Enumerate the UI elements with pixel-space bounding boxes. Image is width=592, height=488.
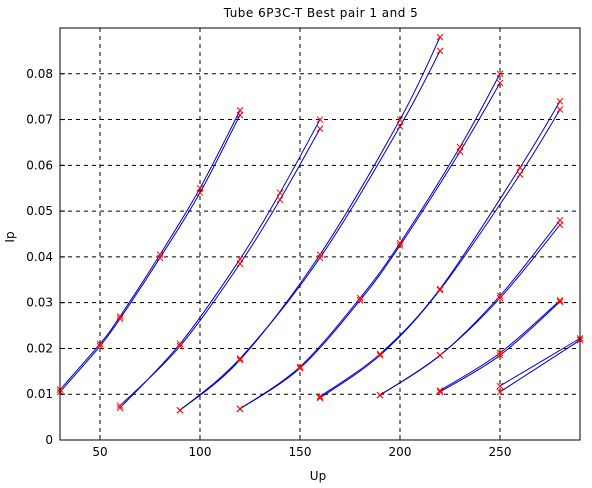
y-axis-label: Ip xyxy=(3,231,17,242)
point-marker-13-2 xyxy=(556,298,564,306)
point-marker-2-4 xyxy=(316,116,324,123)
point-marker-0-3 xyxy=(156,251,164,258)
y-tick-label-7: 0.07 xyxy=(26,113,53,127)
point-marker-8-0 xyxy=(316,393,324,400)
point-marker-3-3 xyxy=(276,196,284,204)
y-tick-label-6: 0.06 xyxy=(26,158,53,172)
point-marker-4-3 xyxy=(396,116,404,123)
point-marker-2-3 xyxy=(276,189,284,197)
x-axis-ticks: 50 100 150 200 250 xyxy=(92,435,511,459)
point-marker-4-4 xyxy=(436,33,444,41)
point-marker-2-0 xyxy=(116,404,124,412)
series-line-14 xyxy=(499,337,581,387)
point-marker-1-1 xyxy=(96,342,104,350)
point-marker-7-4 xyxy=(456,148,464,155)
plot-frame xyxy=(59,27,581,441)
point-marker-7-1 xyxy=(296,364,304,372)
point-marker-9-2 xyxy=(436,286,444,294)
point-marker-15-0 xyxy=(496,388,504,396)
point-marker-14-0 xyxy=(496,382,504,390)
point-marker-9-0 xyxy=(316,394,324,402)
point-marker-8-4 xyxy=(556,97,564,105)
point-marker-11-3 xyxy=(556,221,564,229)
point-marker-3-4 xyxy=(316,125,324,133)
point-marker-6-5 xyxy=(496,70,504,78)
point-marker-13-0 xyxy=(436,388,444,396)
point-marker-0-1 xyxy=(96,340,104,348)
y-tick-label-8: 0.08 xyxy=(26,67,53,81)
point-marker-9-4 xyxy=(556,106,564,113)
point-marker-5-2 xyxy=(316,254,324,262)
point-marker-7-3 xyxy=(396,242,404,249)
point-marker-10-2 xyxy=(496,292,504,300)
point-marker-4-2 xyxy=(316,251,324,258)
point-marker-8-1 xyxy=(376,350,384,358)
y-tick-label-3: 0.03 xyxy=(26,296,53,310)
point-marker-1-3 xyxy=(156,254,164,262)
y-tick-label-1: 0.01 xyxy=(26,387,53,401)
point-marker-6-2 xyxy=(356,294,364,302)
point-marker-7-0 xyxy=(236,405,244,413)
point-marker-12-0 xyxy=(436,387,444,394)
y-tick-label-5: 0.05 xyxy=(26,204,53,218)
point-marker-9-1 xyxy=(376,351,384,359)
chart-title: Tube 6P3C-T Best pair 1 and 5 xyxy=(223,6,419,20)
y-tick-label-4: 0.04 xyxy=(26,250,53,264)
point-marker-1-4 xyxy=(196,189,204,197)
point-marker-12-1 xyxy=(496,349,504,357)
point-marker-7-2 xyxy=(356,297,364,304)
point-marker-1-5 xyxy=(236,111,244,119)
y-tick-label-0: 0 xyxy=(45,433,53,447)
point-marker-3-0 xyxy=(116,402,124,410)
point-marker-1-2 xyxy=(116,315,124,323)
point-marker-9-3 xyxy=(516,171,524,178)
point-marker-0-2 xyxy=(116,313,124,320)
point-marker-11-1 xyxy=(436,351,444,359)
series-line-15 xyxy=(499,339,581,393)
y-tick-label-2: 0.02 xyxy=(26,341,53,355)
point-marker-3-2 xyxy=(236,260,244,268)
point-marker-12-2 xyxy=(556,297,564,304)
x-tick-label-0: 50 xyxy=(92,445,107,459)
point-marker-11-0 xyxy=(376,391,384,399)
point-marker-13-1 xyxy=(496,351,504,359)
point-marker-5-3 xyxy=(396,123,404,130)
y-axis-ticks: 0 0.01 0.02 0.03 0.04 0.05 0.06 0.07 0.08 xyxy=(26,67,65,447)
series-line-11 xyxy=(379,224,561,396)
point-marker-2-1 xyxy=(176,340,184,348)
point-marker-5-0 xyxy=(176,406,184,414)
point-marker-6-1 xyxy=(296,363,304,371)
point-marker-11-2 xyxy=(496,294,504,302)
point-marker-8-2 xyxy=(436,285,444,293)
point-marker-7-5 xyxy=(496,79,504,87)
point-marker-4-1 xyxy=(236,356,244,364)
point-marker-5-4 xyxy=(436,47,444,55)
point-marker-3-1 xyxy=(176,342,184,350)
x-axis-label: Up xyxy=(310,469,326,483)
series-line-8 xyxy=(319,100,561,397)
x-tick-label-4: 250 xyxy=(489,445,512,459)
x-tick-label-3: 200 xyxy=(389,445,412,459)
x-tick-label-1: 100 xyxy=(189,445,212,459)
point-marker-6-3 xyxy=(396,239,404,247)
point-marker-5-1 xyxy=(236,355,244,362)
point-marker-8-3 xyxy=(516,164,524,171)
x-tick-label-2: 150 xyxy=(289,445,312,459)
